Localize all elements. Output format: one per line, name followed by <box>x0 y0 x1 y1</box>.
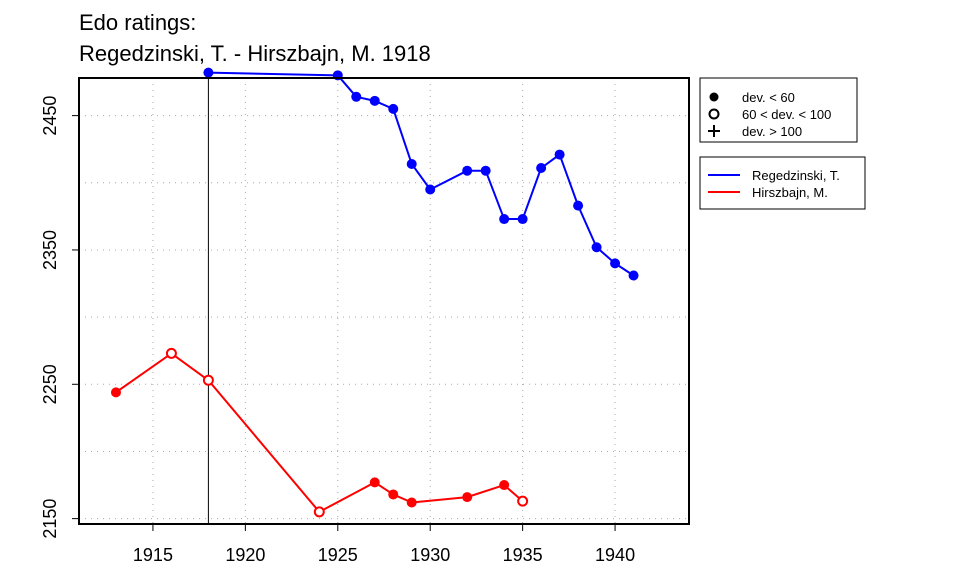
series-legend: Regedzinski, T. Hirszbajn, M. <box>699 156 866 210</box>
marker-legend-label-1: 60 < dev. < 100 <box>742 107 831 122</box>
data-point <box>313 506 325 518</box>
data-point <box>351 91 362 102</box>
data-point <box>536 163 547 174</box>
data-point <box>517 214 528 225</box>
y-axis-ticks: 2150 2250 2350 2450 <box>40 96 79 539</box>
y-tick-label: 2450 <box>40 96 60 136</box>
data-point <box>610 258 621 269</box>
plot-frame <box>78 77 690 525</box>
x-tick-label: 1940 <box>595 545 635 565</box>
series-legend-label-0: Regedzinski, T. <box>752 168 840 183</box>
data-point <box>499 214 510 225</box>
marker-legend: dev. < 60 60 < dev. < 100 dev. > 100 <box>699 77 858 143</box>
data-point <box>388 489 399 500</box>
open-circle-symbol <box>708 108 720 120</box>
data-point <box>110 387 121 398</box>
data-point <box>517 495 529 507</box>
x-tick-label: 1935 <box>503 545 543 565</box>
grid-lines <box>79 78 689 524</box>
data-point <box>573 200 584 211</box>
x-axis-ticks: 1915 1920 1925 1930 1935 1940 <box>133 524 635 565</box>
data-point <box>369 477 380 488</box>
data-point <box>480 165 491 176</box>
series-lines <box>110 67 639 518</box>
chart-title-line1: Edo ratings: <box>79 10 196 35</box>
data-point <box>591 242 602 253</box>
chart-title-line2: Regedzinski, T. - Hirszbajn, M. 1918 <box>79 41 431 66</box>
data-point <box>202 374 214 386</box>
series-line-hirszbajn <box>115 352 524 513</box>
data-point <box>406 158 417 169</box>
data-point <box>499 480 510 491</box>
y-tick-label: 2350 <box>40 230 60 270</box>
data-point <box>406 497 417 508</box>
data-point <box>628 270 639 281</box>
y-tick-label: 2250 <box>40 364 60 404</box>
series-legend-box <box>699 156 866 210</box>
x-tick-label: 1930 <box>410 545 450 565</box>
series-line-regedzinski <box>208 71 635 277</box>
x-tick-label: 1925 <box>318 545 358 565</box>
marker-legend-label-2: dev. > 100 <box>742 124 802 139</box>
data-point <box>425 184 436 195</box>
data-point <box>369 95 380 106</box>
plus-symbol <box>708 125 720 137</box>
filled-circle-symbol <box>709 92 719 102</box>
x-tick-label: 1915 <box>133 545 173 565</box>
y-tick-label: 2150 <box>40 499 60 539</box>
data-point <box>462 165 473 176</box>
data-point <box>462 492 473 503</box>
data-point <box>203 67 214 78</box>
series-legend-label-1: Hirszbajn, M. <box>752 185 828 200</box>
data-point <box>554 149 565 160</box>
x-tick-label: 1920 <box>225 545 265 565</box>
data-point <box>388 103 399 114</box>
data-point <box>165 347 177 359</box>
marker-legend-box <box>699 77 858 143</box>
marker-legend-label-0: dev. < 60 <box>742 90 795 105</box>
